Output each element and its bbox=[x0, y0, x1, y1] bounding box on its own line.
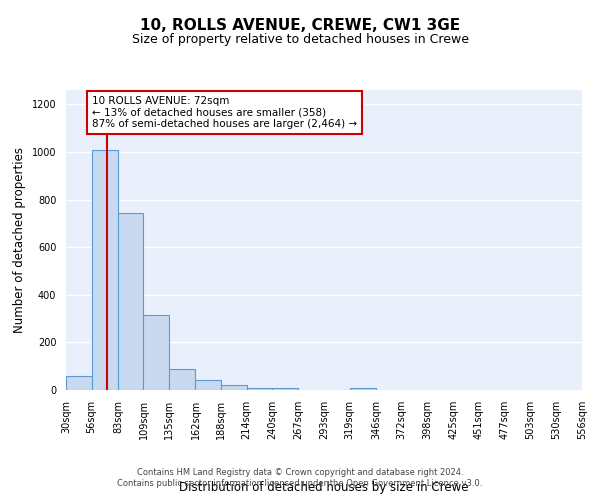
X-axis label: Distribution of detached houses by size in Crewe: Distribution of detached houses by size … bbox=[179, 481, 469, 494]
Bar bbox=[92, 150, 118, 390]
Bar bbox=[247, 388, 272, 390]
Bar bbox=[118, 212, 143, 390]
Text: 10 ROLLS AVENUE: 72sqm
← 13% of detached houses are smaller (358)
87% of semi-de: 10 ROLLS AVENUE: 72sqm ← 13% of detached… bbox=[92, 96, 357, 129]
Bar bbox=[221, 385, 247, 390]
Text: 10, ROLLS AVENUE, CREWE, CW1 3GE: 10, ROLLS AVENUE, CREWE, CW1 3GE bbox=[140, 18, 460, 32]
Bar bbox=[169, 368, 196, 390]
Bar bbox=[143, 315, 169, 390]
Y-axis label: Number of detached properties: Number of detached properties bbox=[13, 147, 26, 333]
Bar bbox=[196, 380, 221, 390]
Bar bbox=[66, 376, 92, 390]
Bar bbox=[350, 388, 376, 390]
Text: Size of property relative to detached houses in Crewe: Size of property relative to detached ho… bbox=[131, 32, 469, 46]
Bar bbox=[272, 388, 298, 390]
Text: Contains HM Land Registry data © Crown copyright and database right 2024.
Contai: Contains HM Land Registry data © Crown c… bbox=[118, 468, 482, 487]
